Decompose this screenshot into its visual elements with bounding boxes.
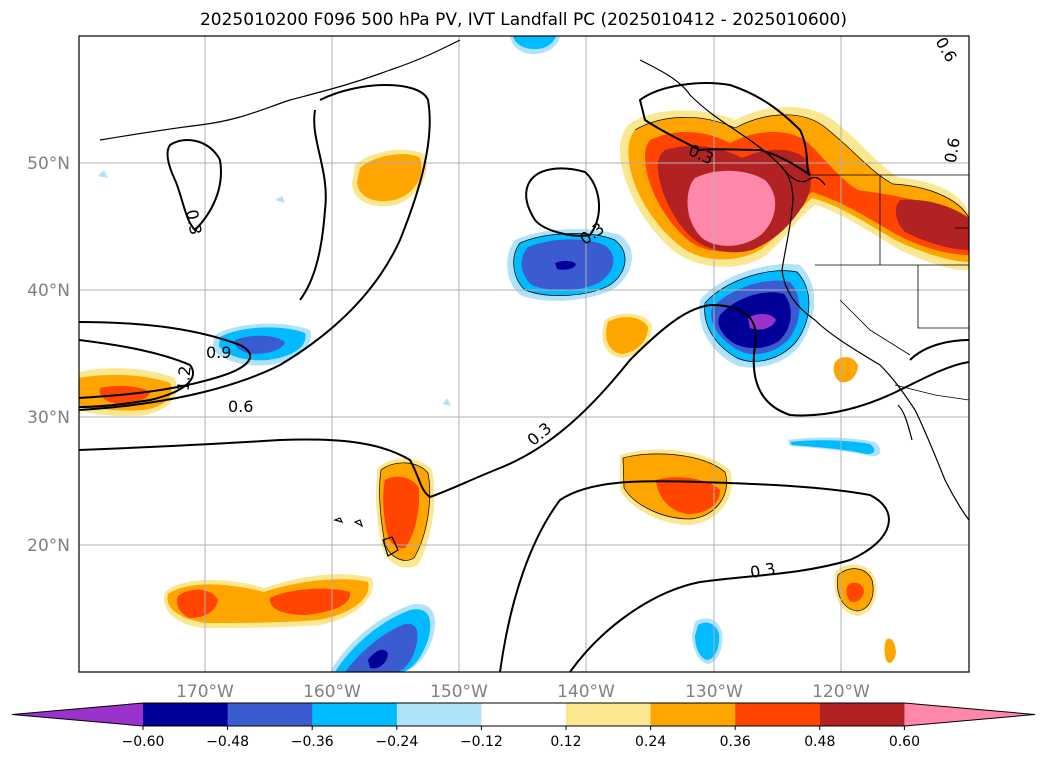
- lon-label: 150°W: [430, 682, 488, 702]
- colorbar-tick-label: 0.24: [635, 734, 666, 750]
- shaded-regions: [79, 36, 969, 672]
- colorbar-extend-high: [904, 703, 1035, 726]
- lat-label: 30°N: [27, 408, 70, 428]
- colorbar-tick-label: 0.36: [720, 734, 751, 750]
- latitude-labels: 50°N 40°N 30°N 20°N: [27, 154, 70, 556]
- colorbar-segment: [396, 703, 482, 726]
- colorbar-ticks: −0.60 −0.48 −0.36 −0.24 −0.12 0.12 0.24 0.36 0.4…: [122, 726, 920, 750]
- lat-label: 40°N: [27, 281, 70, 301]
- lon-label: 120°W: [812, 682, 870, 702]
- colorbar-segment: [735, 703, 821, 726]
- colorbar-tick-label: −0.48: [206, 734, 249, 750]
- colorbar-tick-label: −0.24: [375, 734, 418, 750]
- lon-label: 170°W: [176, 682, 234, 702]
- contour-label: 0.9: [206, 343, 231, 362]
- colorbar-segment: [143, 703, 229, 726]
- map-title: 2025010200 F096 500 hPa PV, IVT Landfall…: [199, 10, 847, 30]
- contour-northeast: [638, 82, 811, 176]
- contours: [79, 82, 969, 672]
- contour-north-central-loop: [525, 167, 601, 237]
- colorbar-segment: [481, 703, 567, 726]
- colorbar-extend-low: [12, 703, 143, 726]
- contour-label: 0.3: [749, 559, 777, 582]
- lon-label: 130°W: [685, 682, 743, 702]
- contour-label: 1.2: [174, 365, 195, 392]
- lat-label: 20°N: [27, 536, 70, 556]
- contour-large-outer: [79, 303, 969, 499]
- coastlines: [99, 39, 969, 557]
- boundaries: [808, 174, 969, 401]
- lat-label: 50°N: [27, 154, 70, 174]
- longitude-labels: 170°W 160°W 150°W 140°W 130°W 120°W: [176, 682, 870, 702]
- colorbar-tick-label: 0.12: [550, 734, 581, 750]
- colorbar-tick-label: −0.36: [291, 734, 334, 750]
- colorbar-segment: [312, 703, 398, 726]
- lon-label: 140°W: [557, 682, 615, 702]
- colorbar-segment: [819, 703, 905, 726]
- anomaly-outlines: [379, 114, 969, 612]
- graticule: [79, 36, 969, 672]
- colorbar-segment: [566, 703, 652, 726]
- contour-left-loop: [166, 139, 222, 232]
- lon-label: 160°W: [303, 682, 361, 702]
- colorbar-tick-label: −0.60: [122, 734, 165, 750]
- contour-label: 0.6: [228, 397, 253, 416]
- colorbar-tick-label: 0.48: [804, 734, 835, 750]
- colorbar-segment: [227, 703, 313, 726]
- contour-south-loop: [499, 480, 890, 672]
- colorbar-tick-label: −0.12: [460, 734, 503, 750]
- plot-frame: [78, 35, 970, 673]
- colorbar-segment: [650, 703, 736, 726]
- contour-label: 0.6: [941, 136, 964, 164]
- colorbar: [11, 702, 1036, 727]
- contour-label: 0.3: [182, 208, 205, 236]
- contour-north-loop: [79, 84, 431, 411]
- colorbar-tick-label: 0.60: [889, 734, 920, 750]
